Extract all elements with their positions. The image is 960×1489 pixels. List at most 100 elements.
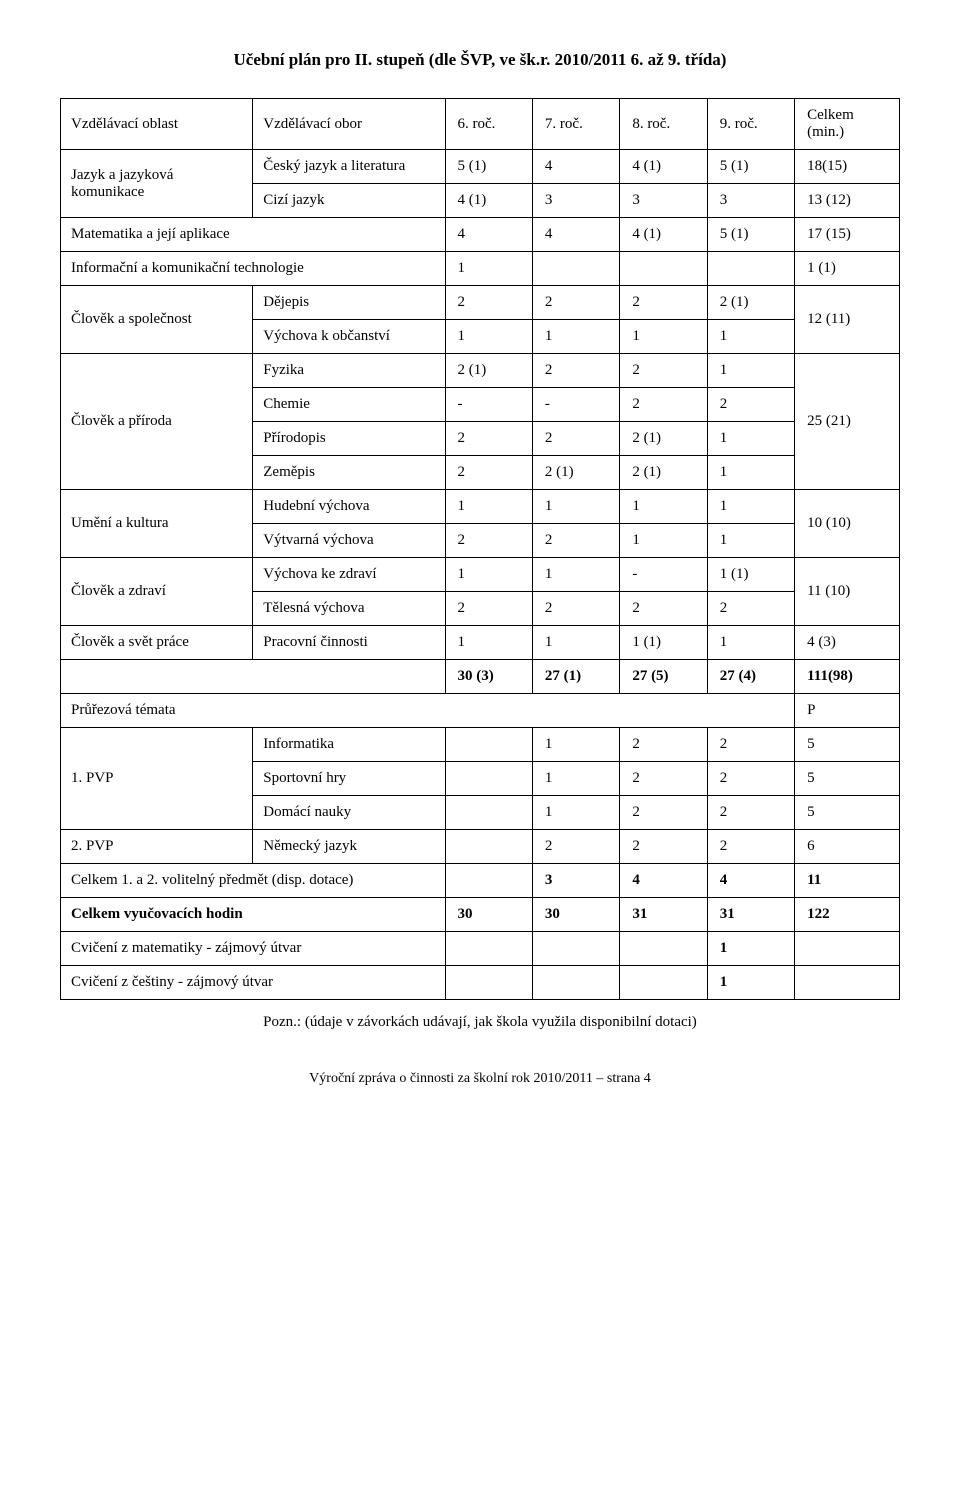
cell: 2 (1) [445, 354, 532, 388]
cell: 1 (1) [620, 626, 707, 660]
area-work: Člověk a svět práce [61, 626, 253, 660]
cell: 1 (1) [707, 558, 794, 592]
cell: 5 (1) [445, 150, 532, 184]
cell: 1 [707, 626, 794, 660]
optional-subjects-table: 1. PVP Informatika 1 2 2 5 Sportovní hry… [60, 727, 900, 1000]
sum-g8: 27 (5) [620, 660, 707, 694]
cell: 2 [445, 286, 532, 320]
cell: 2 [620, 286, 707, 320]
cell: 5 [795, 796, 900, 830]
subj-vytvarna: Výtvarná výchova [253, 524, 445, 558]
cell [445, 762, 532, 796]
prurez-label: Průřezová témata [61, 694, 795, 728]
area-society: Člověk a společnost [61, 286, 253, 354]
cell [620, 932, 707, 966]
cell: 5 (1) [707, 150, 794, 184]
area-art: Umění a kultura [61, 490, 253, 558]
hdr-g6: 6. roč. [445, 99, 532, 150]
hdr-total: Celkem (min.) [795, 99, 900, 150]
cell [445, 932, 532, 966]
sum-blank [61, 660, 446, 694]
cell: 2 [532, 524, 619, 558]
cell: 1 [532, 796, 619, 830]
cell: 11 [795, 864, 900, 898]
row-cvic-cj: Cvičení z češtiny - zájmový útvar [61, 966, 446, 1000]
cell [532, 932, 619, 966]
cell: 1 [707, 320, 794, 354]
cell: 2 (1) [532, 456, 619, 490]
cell: 1 [620, 320, 707, 354]
cell: 1 [707, 524, 794, 558]
area-health: Člověk a zdraví [61, 558, 253, 626]
cell: 2 (1) [620, 422, 707, 456]
subj-work: Pracovní činnosti [253, 626, 445, 660]
cell: 2 [707, 592, 794, 626]
cell: 2 [445, 524, 532, 558]
cell: 2 [620, 728, 707, 762]
cell: 5 [795, 762, 900, 796]
cell: 1 [445, 490, 532, 524]
cell: 1 [445, 558, 532, 592]
cell: 2 (1) [707, 286, 794, 320]
cell: 2 [707, 728, 794, 762]
cell: 2 [445, 456, 532, 490]
cell: 2 [707, 796, 794, 830]
area-nature: Člověk a příroda [61, 354, 253, 490]
subj-foreign: Cizí jazyk [253, 184, 445, 218]
cell: 1 [532, 490, 619, 524]
cell [445, 830, 532, 864]
cell: 3 [532, 184, 619, 218]
cell: 1 [707, 354, 794, 388]
hdr-subject: Vzdělávací obor [253, 99, 445, 150]
cell: 1 [707, 456, 794, 490]
cell: 2 [532, 830, 619, 864]
row-cvic-mat: Cvičení z matematiky - zájmový útvar [61, 932, 446, 966]
cell: 2 [707, 762, 794, 796]
cell: 25 (21) [795, 354, 900, 490]
cell: 2 [707, 830, 794, 864]
subj-zemepis: Zeměpis [253, 456, 445, 490]
area-math: Matematika a její aplikace [61, 218, 446, 252]
pvp1-label: 1. PVP [61, 728, 253, 830]
subj-domaci: Domácí nauky [253, 796, 445, 830]
cell: 4 [620, 864, 707, 898]
cell: 4 [707, 864, 794, 898]
cell: 1 [707, 966, 794, 1000]
sum-g6: 30 (3) [445, 660, 532, 694]
hdr-area: Vzdělávací oblast [61, 99, 253, 150]
cell: 1 [620, 490, 707, 524]
cell [707, 252, 794, 286]
subj-obcan: Výchova k občanství [253, 320, 445, 354]
cell [445, 864, 532, 898]
area-lang: Jazyk a jazyková komunikace [61, 150, 253, 218]
cell: 2 [620, 830, 707, 864]
cell: 122 [795, 898, 900, 932]
cell: 18(15) [795, 150, 900, 184]
cell: 1 [532, 762, 619, 796]
cell: 1 [532, 320, 619, 354]
area-ict: Informační a komunikační technologie [61, 252, 446, 286]
subj-informatika: Informatika [253, 728, 445, 762]
cell: 31 [707, 898, 794, 932]
cell: 3 [707, 184, 794, 218]
cell: 30 [532, 898, 619, 932]
cell: 2 [620, 592, 707, 626]
cell [532, 252, 619, 286]
subj-prirodopis: Přírodopis [253, 422, 445, 456]
cell: 1 [620, 524, 707, 558]
subj-fyzika: Fyzika [253, 354, 445, 388]
cell: 31 [620, 898, 707, 932]
cell: 1 [445, 320, 532, 354]
subj-telesna: Tělesná výchova [253, 592, 445, 626]
cell [445, 966, 532, 1000]
row-celkem-vol: Celkem 1. a 2. volitelný předmět (disp. … [61, 864, 446, 898]
cell: 2 [532, 592, 619, 626]
subj-vkz: Výchova ke zdraví [253, 558, 445, 592]
cell: 2 [707, 388, 794, 422]
cell: 1 [532, 558, 619, 592]
cell [445, 728, 532, 762]
cell: 2 [532, 422, 619, 456]
cell [445, 796, 532, 830]
cell: 4 [445, 218, 532, 252]
cell [620, 966, 707, 1000]
